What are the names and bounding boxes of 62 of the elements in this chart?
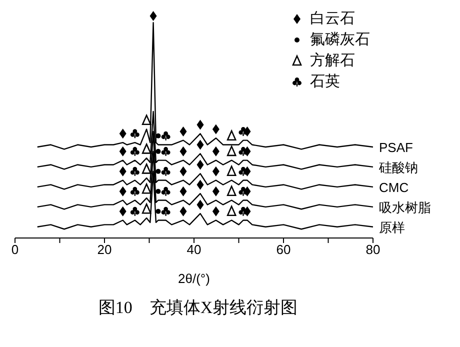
point — [119, 186, 126, 196]
point — [130, 146, 140, 156]
point — [226, 130, 236, 141]
point — [180, 126, 187, 136]
point — [180, 206, 187, 216]
point — [156, 208, 161, 214]
point — [196, 120, 204, 130]
point — [196, 180, 204, 190]
point — [119, 128, 126, 139]
x-axis-title: 2θ/(°) — [178, 271, 210, 286]
point — [161, 166, 170, 176]
series-label: PSAF — [379, 140, 414, 155]
point — [142, 203, 152, 214]
x-tick-label: 20 — [97, 242, 112, 258]
series-label: 吸水树脂 — [379, 200, 431, 215]
point — [212, 124, 220, 134]
point — [119, 166, 126, 176]
point — [156, 188, 161, 194]
point — [142, 114, 152, 125]
legend-label: 氟磷灰石 — [310, 30, 370, 50]
point — [130, 206, 140, 216]
point — [180, 186, 187, 196]
point — [130, 166, 140, 176]
point — [196, 140, 204, 150]
point — [156, 168, 161, 174]
point — [161, 131, 170, 140]
series-label: 原样 — [379, 220, 405, 235]
series-label: CMC — [379, 180, 409, 195]
series-label: 硅酸钠 — [378, 160, 418, 175]
point — [196, 200, 204, 210]
point — [212, 206, 220, 216]
x-tick-label: 40 — [186, 242, 202, 258]
x-tick-label: 80 — [366, 242, 380, 258]
point — [196, 160, 204, 170]
text: 图10 充填体X射线衍射图 — [97, 297, 299, 319]
point — [130, 186, 140, 196]
point — [150, 11, 157, 21]
point — [130, 129, 140, 138]
point — [226, 186, 236, 196]
point — [142, 144, 152, 154]
legend-label: 石英 — [310, 72, 340, 92]
point — [226, 146, 236, 156]
point — [156, 133, 161, 138]
point — [161, 206, 170, 216]
point — [119, 146, 126, 156]
legend-label: 白云石 — [310, 9, 355, 29]
x-tick-label: 60 — [276, 242, 291, 258]
point — [212, 166, 220, 176]
point — [161, 146, 170, 156]
point — [161, 186, 170, 196]
point — [180, 166, 187, 176]
point — [142, 164, 152, 174]
point — [212, 186, 220, 196]
point — [156, 148, 161, 154]
point — [212, 146, 220, 156]
point — [226, 206, 236, 216]
point — [180, 146, 187, 156]
point — [142, 184, 152, 194]
point — [226, 166, 236, 176]
legend-label: 方解石 — [310, 51, 355, 71]
x-tick-label: 0 — [11, 242, 19, 258]
point — [119, 206, 126, 216]
